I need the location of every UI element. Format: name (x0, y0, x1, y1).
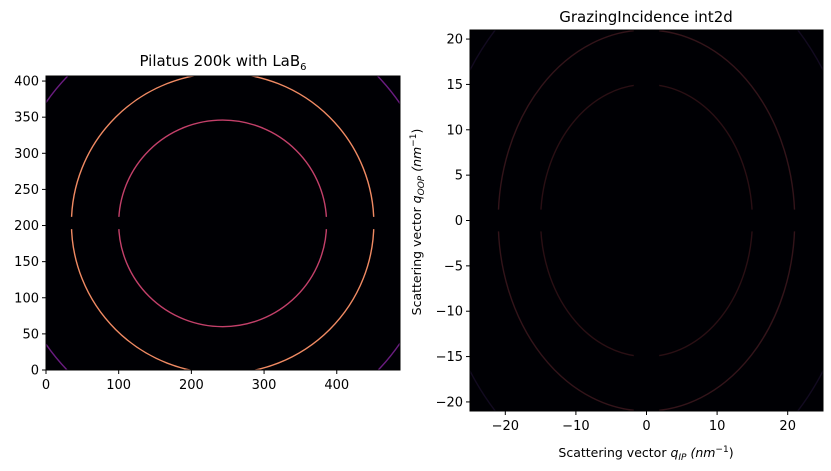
left-y-tick-label-6: 300 (14, 147, 39, 162)
left-y-tick-label-5: 250 (14, 183, 39, 198)
right-x-tick-label-4: 20 (779, 419, 796, 434)
right-y-tick-label-3: −5 (444, 259, 463, 274)
left-plot-frame (45, 75, 401, 371)
right-chart: GrazingIncidence int2d −20 −10 0 10 20 −20 −1… (409, 8, 824, 463)
right-y-tick-label-2: −10 (436, 305, 463, 320)
right-y-tick-label-8: 20 (446, 33, 463, 48)
right-rings (470, 30, 823, 411)
left-x-tick-label-1: 100 (106, 378, 131, 393)
right-y-tick-label-0: −20 (436, 395, 463, 410)
right-y-tick-label-1: −15 (436, 350, 463, 365)
left-y-tick-label-3: 150 (14, 255, 39, 270)
left-x-tick-label-2: 200 (179, 378, 204, 393)
right-x-axis-label: Scattering vector qIP (nm−1) (558, 445, 733, 463)
left-y-tick-label-8: 400 (14, 75, 39, 90)
right-y-tick-label-5: 5 (455, 169, 463, 184)
right-y-axis-label: Scattering vector qOOP (nm−1) (409, 129, 427, 316)
left-y-tick-label-4: 200 (14, 219, 39, 234)
left-y-tick-label-2: 100 (14, 291, 39, 306)
right-y-tick-label-6: 10 (446, 123, 463, 138)
right-x-tick-label-2: 0 (642, 419, 650, 434)
right-x-tick-label-1: −10 (562, 419, 589, 434)
left-x-tick-label-0: 0 (42, 378, 50, 393)
right-chart-title: GrazingIncidence int2d (559, 8, 733, 26)
left-module-gap (46, 216, 400, 230)
right-x-tick-label-0: −20 (492, 419, 519, 434)
right-x-axis: −20 −10 0 10 20 (492, 411, 796, 434)
left-x-tick-label-4: 400 (324, 378, 349, 393)
right-y-tick-label-7: 15 (446, 78, 463, 93)
left-chart-title: Pilatus 200k with LaB6 (139, 52, 306, 73)
right-x-tick-label-3: 10 (709, 419, 726, 434)
left-y-tick-label-0: 0 (31, 364, 39, 379)
left-x-axis: 0 100 200 300 400 (42, 370, 349, 393)
left-x-tick-label-3: 300 (252, 378, 277, 393)
left-y-tick-label-1: 50 (22, 327, 39, 342)
left-rings (46, 76, 400, 370)
left-y-tick-label-7: 350 (14, 111, 39, 126)
left-chart: Pilatus 200k with LaB6 0 100 200 300 400 0 50… (14, 52, 401, 393)
right-y-tick-label-4: 0 (455, 214, 463, 229)
right-y-axis: −20 −15 −10 −5 0 5 10 15 20 (436, 33, 470, 410)
left-y-axis: 0 50 100 150 200 250 300 350 400 (14, 75, 46, 379)
right-horizontal-gap (470, 209, 823, 232)
